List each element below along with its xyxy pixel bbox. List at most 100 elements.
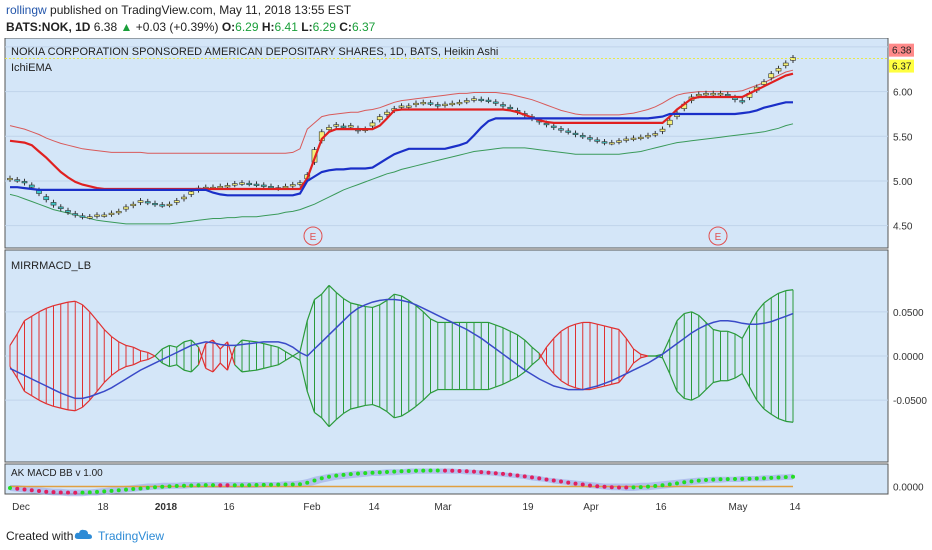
candle-body	[144, 201, 151, 204]
macd-envelope-upper	[357, 304, 366, 308]
macd-envelope-lower	[132, 346, 141, 352]
akmacd-dot	[29, 488, 34, 493]
macd-envelope-lower	[422, 392, 431, 401]
akmacd-dot	[22, 487, 27, 492]
candle-body	[217, 186, 224, 189]
macd-envelope-upper	[727, 330, 736, 335]
macd-envelope-upper	[299, 320, 308, 352]
candle-body	[65, 210, 71, 213]
macd-envelope-lower	[568, 323, 576, 328]
akmacd-dot	[58, 490, 63, 495]
candle-body	[471, 98, 477, 101]
last-price: 6.38	[93, 20, 118, 34]
akmacd-dot	[109, 488, 114, 493]
macd-envelope-lower	[546, 337, 555, 348]
price-panel[interactable]: NOKIA CORPORATION SPONSORED AMERICAN DEP…	[4, 38, 914, 249]
akmacd-dot	[15, 486, 20, 491]
akmacd-dot	[240, 483, 244, 488]
macd-envelope-lower	[502, 380, 511, 385]
low-value: 6.29	[312, 20, 336, 34]
macd-envelope-lower	[118, 341, 127, 346]
published-text: published on TradingView.com, May 11, 20…	[46, 3, 352, 17]
macd-envelope-lower	[197, 343, 207, 366]
candle-body	[427, 102, 434, 105]
macd-envelope-upper	[705, 322, 714, 330]
candle-body	[637, 136, 644, 139]
macd-envelope-lower	[394, 415, 402, 419]
upper-band-line	[9, 69, 794, 154]
macd-signal-line	[9, 298, 794, 400]
macd-envelope-lower	[763, 408, 772, 415]
akmacd-dot	[515, 473, 520, 478]
candle-body	[260, 184, 267, 187]
candle-body	[398, 105, 405, 108]
ema-blue-line	[10, 101, 793, 197]
macd-envelope-lower	[401, 411, 410, 417]
macd-envelope-upper	[531, 346, 540, 354]
candle-body	[181, 196, 187, 200]
macd-envelope-upper	[38, 399, 47, 405]
macd-envelope-lower	[633, 348, 642, 355]
akmacd-dot	[305, 480, 310, 485]
macd-envelope-lower	[589, 321, 598, 325]
akmacd-dot	[566, 480, 571, 485]
macd-envelope-upper	[488, 321, 496, 326]
akmacd-dot	[522, 474, 527, 479]
macd-envelope-upper	[219, 362, 228, 371]
candle-body	[188, 191, 195, 195]
akmacd-dot	[609, 485, 614, 490]
akmacd-dot	[319, 476, 324, 481]
akmacd-dot	[218, 483, 223, 488]
akmacd-dot	[740, 476, 745, 481]
candle-body	[666, 119, 673, 125]
macd-envelope-upper	[343, 298, 352, 304]
akmacd-dot	[348, 472, 353, 477]
tradingview-cloud-icon[interactable]	[74, 528, 94, 542]
macd-envelope-lower	[669, 373, 678, 392]
candle-body	[333, 124, 340, 127]
akmacd-dot	[443, 468, 447, 473]
akmacd-dot	[588, 483, 592, 488]
author-link[interactable]: rollingw	[6, 3, 47, 17]
earnings-marker-label: E	[715, 232, 722, 243]
time-axis-label: 2018	[155, 502, 178, 513]
akmacd-dot	[653, 484, 658, 489]
macd-envelope-upper	[611, 381, 620, 385]
candle-body	[413, 102, 419, 106]
akmacd-dot	[573, 481, 578, 486]
akmacd-dot	[160, 484, 165, 489]
akmacd-dot	[754, 476, 759, 481]
candle-body	[507, 106, 514, 110]
tradingview-chart[interactable]: NOKIA CORPORATION SPONSORED AMERICAN DEP…	[0, 38, 932, 518]
candle-body	[659, 128, 666, 132]
macd-envelope-upper	[53, 405, 61, 409]
candle-body	[630, 137, 637, 140]
macd-envelope-lower	[176, 364, 185, 371]
candle-body	[50, 202, 57, 206]
macd-envelope-lower	[430, 389, 439, 394]
candle-body	[652, 133, 659, 136]
candle-body	[152, 203, 158, 206]
macd-envelope-lower	[372, 404, 380, 408]
macd-envelope-upper	[60, 407, 69, 411]
macd-envelope-upper	[24, 390, 33, 397]
akmacd-dot	[254, 483, 259, 487]
akmacd-dot	[312, 478, 317, 483]
close-value: 6.37	[351, 20, 376, 34]
candle-body	[86, 216, 93, 219]
akmacd-dot	[269, 482, 273, 487]
akmacd-panel[interactable]: AK MACD BB v 1.00 0.0000	[4, 463, 924, 497]
candle-body	[782, 62, 789, 67]
macd-envelope-lower	[24, 315, 33, 322]
time-axis[interactable]: Dec 18 2018 16 Feb 14 Mar 19 Apr 16 May 14	[12, 502, 801, 513]
akmacd-label: AK MACD BB v 1.00	[11, 468, 103, 479]
macd-envelope-lower	[604, 325, 612, 329]
mirrmacd-panel[interactable]: MIRRMACD_LB 0.0500 0.0000 -0.0500	[4, 249, 927, 463]
current-price-tag	[889, 59, 914, 73]
macd-envelope-lower	[89, 311, 98, 322]
candle-body	[101, 214, 108, 217]
macd-envelope-upper	[517, 334, 526, 341]
macd-envelope-upper	[82, 399, 91, 408]
tradingview-brand-link[interactable]: TradingView	[98, 529, 165, 543]
akmacd-dot	[203, 483, 208, 488]
